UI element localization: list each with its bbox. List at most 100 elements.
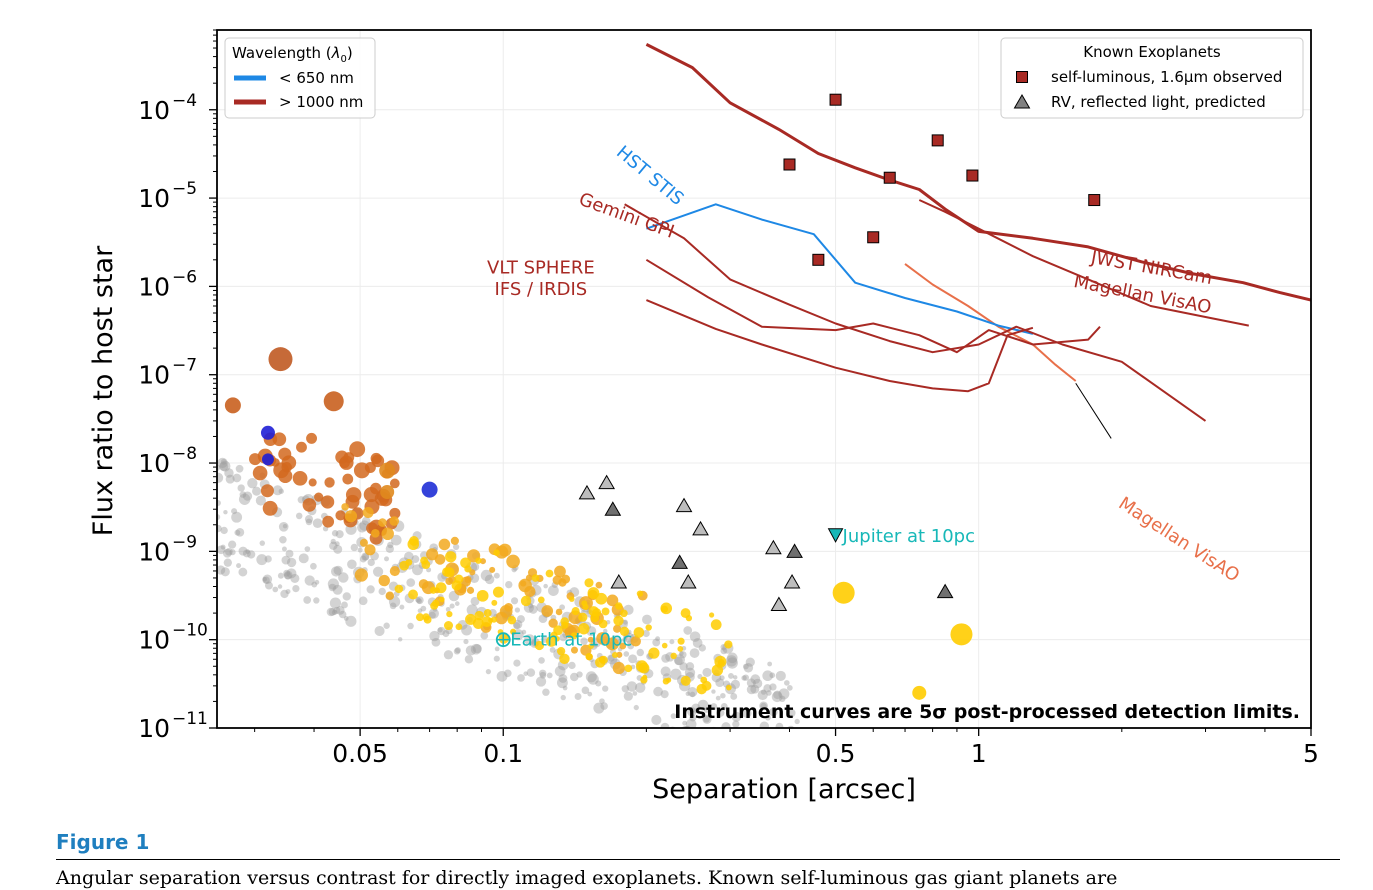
population-point — [225, 548, 233, 556]
population-point — [556, 677, 568, 689]
population-point — [353, 462, 370, 479]
population-point — [727, 652, 738, 664]
population-point — [715, 695, 721, 701]
population-point — [277, 572, 284, 579]
population-point — [549, 646, 556, 653]
population-point — [311, 581, 318, 588]
population-point — [538, 657, 545, 664]
population-point — [278, 468, 293, 484]
figure-label: Figure 1 — [56, 830, 150, 854]
population-point — [745, 657, 755, 667]
population-point — [720, 692, 726, 699]
population-point — [602, 685, 609, 692]
y-tick-label: 10 — [138, 96, 170, 125]
population-point — [383, 622, 390, 629]
population-point — [769, 672, 776, 679]
population-point — [622, 637, 627, 643]
population-point — [279, 536, 287, 544]
population-point — [420, 556, 429, 565]
population-point — [778, 688, 790, 700]
population-point — [260, 484, 274, 498]
population-point — [743, 755, 750, 762]
population-point-large — [323, 391, 344, 412]
population-point — [304, 575, 315, 586]
population-point — [232, 473, 242, 483]
population-point — [784, 680, 790, 686]
population-point — [342, 592, 351, 601]
population-point — [245, 549, 250, 554]
population-point — [219, 460, 231, 472]
population-point — [762, 670, 773, 682]
population-point — [620, 609, 628, 618]
y-tick-label: 10 — [138, 449, 170, 478]
y-tick-label: 10 — [138, 714, 170, 743]
population-point — [680, 675, 691, 686]
population-point — [542, 688, 550, 696]
rv-marker — [671, 554, 689, 569]
population-point — [242, 491, 253, 501]
population-point-large — [421, 481, 438, 498]
population-point — [660, 605, 668, 613]
population-point — [378, 574, 390, 587]
population-point — [759, 701, 768, 711]
population-point — [661, 653, 671, 663]
population-point — [623, 691, 633, 701]
population-point-large — [950, 623, 973, 646]
population-point — [505, 580, 513, 589]
population-point — [372, 566, 384, 577]
population-point — [702, 714, 712, 724]
population-point — [775, 722, 784, 728]
population-point — [343, 616, 349, 621]
population-point — [506, 554, 520, 569]
chart: 0.05 0.1 0.5 1 510−1110−1010−910−810−710−610… — [88, 29, 1319, 805]
population-point — [428, 611, 436, 619]
population-point — [326, 607, 336, 617]
population-point — [305, 518, 313, 526]
rv-marker — [783, 573, 801, 589]
population-point — [617, 638, 623, 644]
population-point — [407, 622, 414, 630]
population-point — [464, 655, 474, 664]
population-point — [285, 549, 294, 558]
rv-marker — [610, 573, 628, 589]
population-point — [612, 661, 625, 675]
population-point — [585, 671, 597, 683]
x-tick-label: 1 — [971, 739, 987, 768]
rv-marker — [675, 497, 693, 513]
population-point — [443, 650, 454, 660]
population-point — [770, 764, 776, 770]
population-point — [743, 663, 754, 673]
population-point — [481, 616, 493, 628]
population-point — [428, 608, 439, 619]
population-point — [621, 685, 630, 693]
population-point — [661, 642, 668, 649]
population-point — [596, 632, 609, 645]
population-point — [313, 597, 320, 604]
population-point — [574, 693, 582, 700]
population-point — [723, 741, 733, 751]
population-point — [526, 668, 536, 677]
y-tick-exponent: −4 — [172, 91, 197, 111]
population-point — [429, 586, 437, 594]
population-point — [535, 676, 547, 687]
self-luminous-marker — [783, 158, 796, 171]
population-point — [341, 601, 348, 609]
population-point — [415, 613, 424, 622]
population-point — [411, 555, 420, 563]
population-point — [331, 609, 338, 616]
population-point — [286, 557, 297, 568]
population-point — [711, 689, 716, 694]
population-point — [562, 685, 568, 691]
rv-marker — [578, 484, 596, 500]
self-luminous-marker — [883, 171, 896, 184]
population-point — [623, 651, 630, 657]
population-point — [389, 516, 400, 526]
population-point — [335, 530, 344, 539]
population-point — [553, 625, 564, 636]
population-point — [633, 627, 645, 638]
population-point — [746, 678, 756, 688]
population-point — [327, 578, 339, 590]
population-point — [750, 674, 761, 685]
population-point — [645, 624, 652, 631]
known-legend-square — [1016, 71, 1028, 83]
